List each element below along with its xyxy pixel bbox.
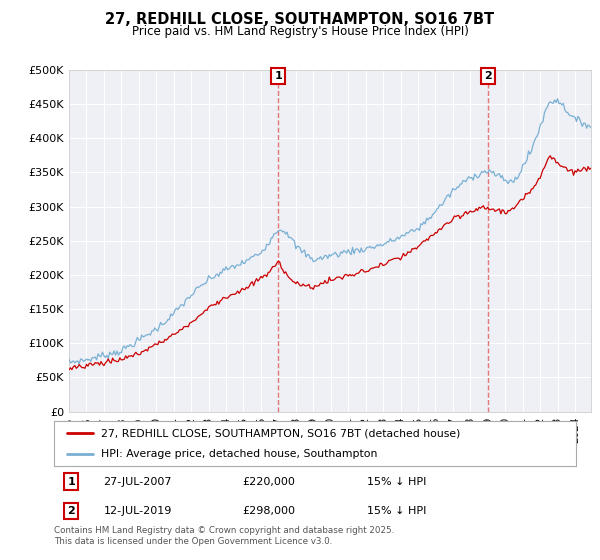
Text: £298,000: £298,000 xyxy=(242,506,295,516)
Text: 12-JUL-2019: 12-JUL-2019 xyxy=(104,506,172,516)
Text: HPI: Average price, detached house, Southampton: HPI: Average price, detached house, Sout… xyxy=(101,449,377,459)
Text: 1: 1 xyxy=(67,477,75,487)
Text: 2: 2 xyxy=(67,506,75,516)
Text: 15% ↓ HPI: 15% ↓ HPI xyxy=(367,506,427,516)
Text: 27-JUL-2007: 27-JUL-2007 xyxy=(104,477,172,487)
Text: 1: 1 xyxy=(275,71,282,81)
Text: 27, REDHILL CLOSE, SOUTHAMPTON, SO16 7BT (detached house): 27, REDHILL CLOSE, SOUTHAMPTON, SO16 7BT… xyxy=(101,428,460,438)
Text: 2: 2 xyxy=(484,71,491,81)
Text: Price paid vs. HM Land Registry's House Price Index (HPI): Price paid vs. HM Land Registry's House … xyxy=(131,25,469,38)
Text: 15% ↓ HPI: 15% ↓ HPI xyxy=(367,477,427,487)
Text: £220,000: £220,000 xyxy=(242,477,295,487)
Text: 27, REDHILL CLOSE, SOUTHAMPTON, SO16 7BT: 27, REDHILL CLOSE, SOUTHAMPTON, SO16 7BT xyxy=(106,12,494,27)
Text: Contains HM Land Registry data © Crown copyright and database right 2025.
This d: Contains HM Land Registry data © Crown c… xyxy=(54,526,394,546)
